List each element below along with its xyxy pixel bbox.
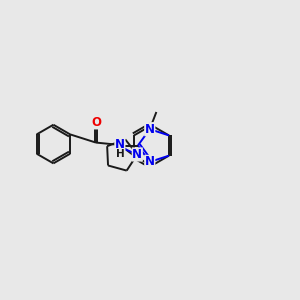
Text: N: N [145, 155, 155, 168]
Text: N: N [145, 123, 155, 136]
Text: H: H [116, 149, 124, 160]
Text: N: N [115, 138, 125, 152]
Text: N: N [132, 148, 142, 161]
Text: O: O [91, 116, 101, 129]
